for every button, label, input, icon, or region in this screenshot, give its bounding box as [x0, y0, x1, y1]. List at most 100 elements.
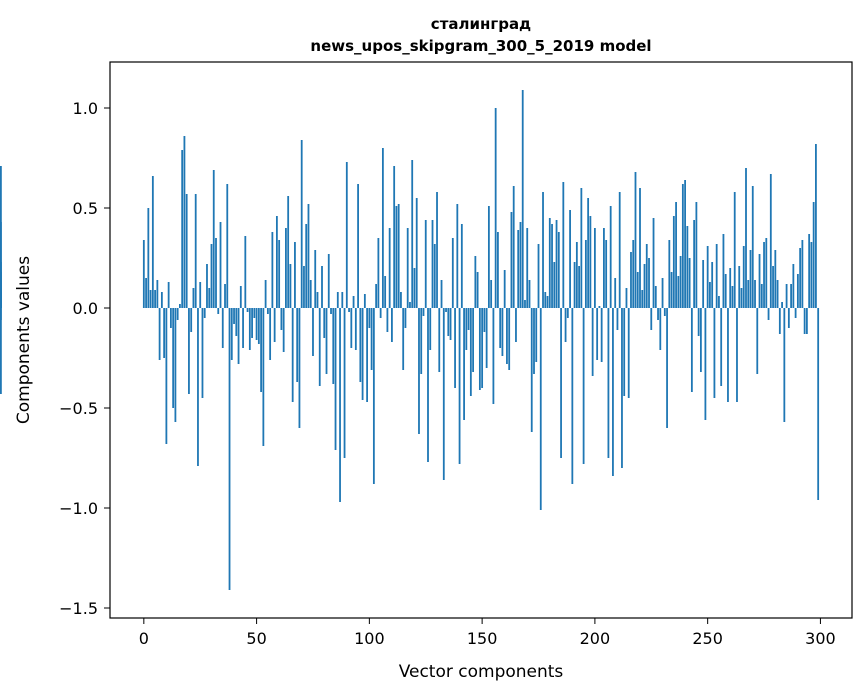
bar-component-17 [181, 150, 184, 308]
bar-component-227 [654, 286, 657, 308]
bar-component-278 [769, 174, 772, 308]
bar-component-201 [596, 308, 599, 360]
bar-component-155 [492, 308, 495, 404]
bar-component-150 [481, 308, 484, 388]
bar-component-135 [447, 308, 450, 336]
bar-component-281 [776, 280, 779, 308]
bar-component-108 [386, 308, 389, 332]
bar-component-151 [483, 308, 486, 332]
bar-component-87 [339, 308, 341, 502]
y-axis-label: Components values [14, 256, 34, 424]
bar-component-250 [706, 246, 709, 308]
bar-component-199 [591, 308, 594, 376]
bar-component-282 [778, 308, 781, 334]
bar-component-112 [395, 206, 398, 308]
bar-component-293 [803, 308, 806, 334]
bar-component-66 [291, 308, 294, 402]
bar-component-259 [727, 308, 729, 402]
bar-component-167 [519, 222, 522, 308]
y-tick-label: 0.0 [73, 299, 98, 318]
bar-component-274 [760, 284, 763, 308]
bar-component-47 [248, 308, 251, 350]
bar-component-123 [420, 308, 423, 374]
bar-component-4 [151, 176, 154, 308]
bar-component-296 [810, 242, 813, 308]
bar-component-228 [657, 308, 659, 320]
bar-component-0 [142, 240, 145, 308]
bar-component-137 [451, 238, 454, 308]
bar-component-31 [212, 170, 215, 308]
bar-component-133 [442, 308, 445, 480]
bar-component-102 [372, 308, 375, 484]
bar-component-61 [280, 308, 283, 330]
bar-component-131 [438, 308, 441, 372]
bar-component-116 [404, 308, 407, 328]
chart-title: сталинград [431, 15, 531, 33]
bar-component-209 [614, 278, 617, 308]
bar-component-144 [467, 308, 470, 330]
bar-component-82 [327, 254, 330, 308]
bar-component-275 [763, 242, 765, 308]
bar-component-299 [817, 308, 820, 500]
bar-component-207 [609, 206, 612, 308]
bar-component-34 [219, 222, 222, 308]
bar-component-67 [294, 242, 296, 308]
bar-component-288 [792, 264, 795, 308]
bar-component-153 [487, 206, 490, 308]
bar-component-168 [521, 90, 524, 308]
bar-component-28 [206, 264, 208, 308]
bar-component-146 [472, 308, 474, 372]
bar-component-297 [812, 202, 815, 308]
x-axis-label: Vector components [399, 662, 564, 682]
bar-component-154 [490, 280, 493, 308]
bar-component-203 [600, 308, 603, 362]
bar-component-53 [262, 308, 265, 446]
bar-component-109 [388, 228, 391, 308]
bar-component-217 [632, 240, 635, 308]
bar-component-166 [517, 230, 520, 308]
bar-component-212 [621, 308, 623, 468]
bar-component-200 [593, 228, 596, 308]
y-tick-label: 1.0 [73, 99, 98, 118]
x-axis-ticks: 0 50 100 150 200 250 300 [139, 618, 836, 648]
bar-component-110 [391, 308, 393, 342]
bar-component-62 [282, 308, 285, 352]
bar-component-178 [544, 292, 547, 308]
bar-component-254 [715, 244, 718, 308]
bar-component-undefined [0, 262, 2, 308]
bar-component-231 [663, 308, 666, 316]
x-tick-label: 300 [805, 629, 836, 648]
bar-component-179 [546, 296, 549, 308]
bar-component-9 [163, 308, 166, 358]
bar-component-117 [406, 228, 409, 308]
bar-component-173 [533, 308, 535, 374]
bar-component-52 [260, 308, 262, 392]
bar-component-6 [156, 280, 159, 308]
bar-component-35 [221, 308, 224, 348]
bar-component-94 [354, 308, 357, 350]
bar-component-63 [285, 228, 287, 308]
bar-component-75 [312, 308, 314, 356]
bar-component-55 [266, 308, 269, 314]
y-tick-label: −0.5 [59, 399, 98, 418]
bar-component-211 [618, 192, 621, 308]
bar-component-70 [300, 140, 303, 308]
bar-component-93 [352, 296, 355, 308]
bar-component-271 [754, 280, 756, 308]
bar-component-289 [794, 308, 797, 318]
bar-component-98 [363, 294, 366, 308]
bar-component-38 [228, 308, 231, 590]
bar-component-134 [445, 308, 447, 312]
bar-component-50 [255, 308, 258, 340]
bar-component-145 [469, 308, 472, 396]
bar-component-210 [616, 308, 619, 330]
bar-component-242 [688, 258, 691, 308]
bar-component-105 [379, 308, 382, 318]
bar-component-214 [625, 288, 628, 308]
bar-component-127 [429, 308, 432, 350]
bar-component-280 [774, 250, 777, 308]
bar-component-43 [239, 286, 242, 308]
bar-component-187 [564, 308, 567, 342]
bar-component-177 [542, 192, 544, 308]
